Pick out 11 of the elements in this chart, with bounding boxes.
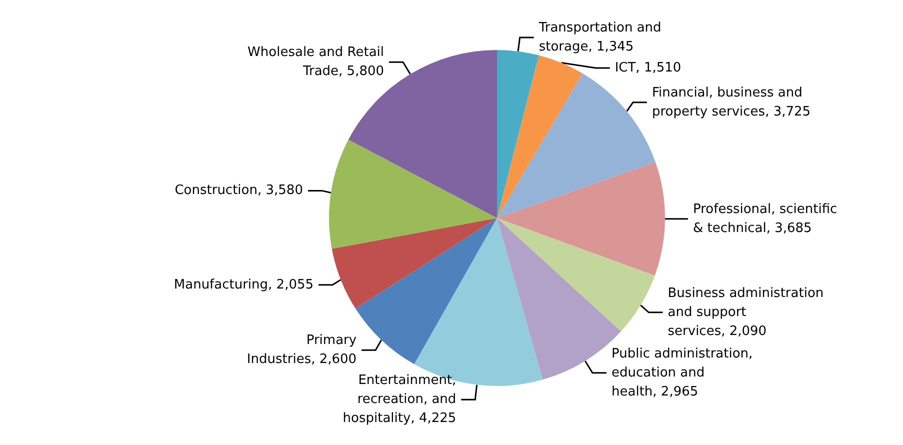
slice-label: Transportation and storage, 1,345 [538,20,662,54]
slice-label: Business administration and support services, 2,090 [668,286,824,339]
slice-label: Wholesale and Retail Trade, 5,800 [248,45,384,80]
slice-label: Entertainment, recreation, and hospitality, 4,225 [342,373,456,426]
slice-label: Professional, scientific & technical, 3,685 [693,202,838,236]
slice-label: ICT, 1,510 [614,60,682,76]
slice-label: Public administration, education and health, 2,965 [612,346,753,400]
slice-label: Manufacturing, 2,055 [174,277,314,292]
slice-label: Financial, business and property services, 3,725 [652,85,811,120]
slice-label: Primary Industries, 2,600 [246,333,357,368]
slice-label: Construction, 3,580 [174,183,303,198]
